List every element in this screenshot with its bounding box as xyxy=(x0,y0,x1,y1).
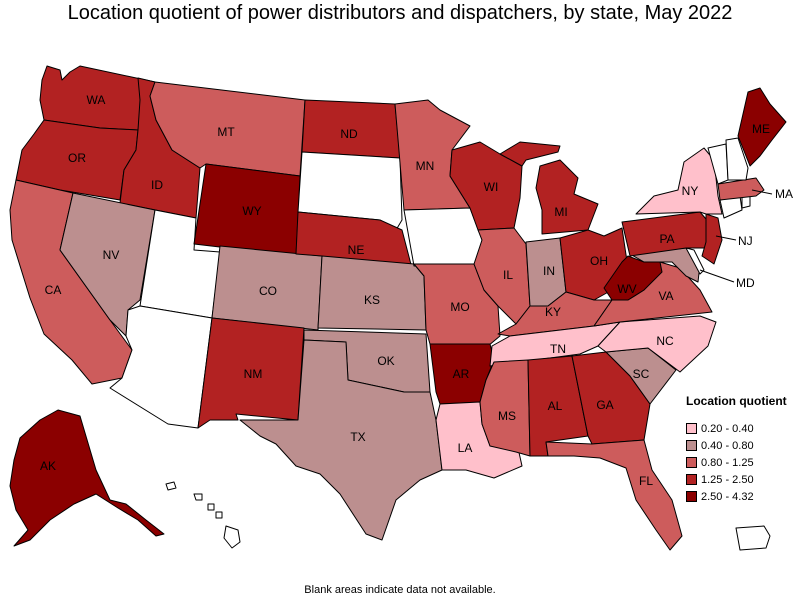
map-title: Location quotient of power distributors … xyxy=(67,2,733,24)
state-label-ky: KY xyxy=(545,305,561,319)
md-leader-line xyxy=(699,269,735,283)
legend-swatch xyxy=(686,474,697,485)
state-label-nm: NM xyxy=(244,367,263,381)
state-label-ca: CA xyxy=(45,283,62,297)
legend-label: 1.25 - 2.50 xyxy=(701,473,754,486)
legend-item: 0.80 - 1.25 xyxy=(686,454,800,471)
state-tx[interactable] xyxy=(239,339,443,541)
state-label-nc: NC xyxy=(656,334,674,348)
legend-label: 0.80 - 1.25 xyxy=(701,456,754,469)
state-hi[interactable] xyxy=(165,481,241,549)
state-il[interactable] xyxy=(473,227,531,325)
state-label-tx: TX xyxy=(350,430,365,444)
state-label-in: IN xyxy=(543,264,555,278)
state-label-va: VA xyxy=(658,289,673,303)
legend-swatch xyxy=(686,423,697,434)
state-label-ma: MA xyxy=(775,187,793,201)
state-ak[interactable] xyxy=(9,409,165,547)
state-wi[interactable] xyxy=(449,141,523,231)
state-fl[interactable] xyxy=(545,439,683,551)
state-label-ms: MS xyxy=(498,409,516,423)
legend: Location quotient 0.20 - 0.40 0.40 - 0.8… xyxy=(686,394,800,505)
legend-item: 2.50 - 4.32 xyxy=(686,488,800,505)
state-label-nj: NJ xyxy=(738,234,753,248)
state-wv[interactable] xyxy=(603,255,663,301)
state-label-fl: FL xyxy=(639,474,653,488)
state-ny[interactable] xyxy=(635,147,723,215)
state-label-ga: GA xyxy=(596,398,613,412)
state-label-tn: TN xyxy=(550,342,566,356)
state-label-me: ME xyxy=(752,122,770,136)
state-label-wi: WI xyxy=(484,180,499,194)
legend-swatch xyxy=(686,440,697,451)
state-nh[interactable] xyxy=(725,137,749,181)
footnote: Blank areas indicate data not available. xyxy=(304,584,496,596)
state-ma[interactable] xyxy=(717,177,765,201)
state-mi[interactable] xyxy=(499,141,599,235)
ma-leader-line xyxy=(751,189,773,195)
legend-label: 0.20 - 0.40 xyxy=(701,422,754,435)
state-label-pa: PA xyxy=(659,232,674,246)
state-label-oh: OH xyxy=(590,254,608,268)
state-label-la: LA xyxy=(458,441,473,455)
state-label-al: AL xyxy=(548,399,563,413)
state-label-il: IL xyxy=(503,268,513,282)
state-label-wa: WA xyxy=(87,93,106,107)
state-me[interactable] xyxy=(737,87,787,167)
state-label-mn: MN xyxy=(416,159,435,173)
state-nm[interactable] xyxy=(197,317,305,429)
state-label-mo: MO xyxy=(450,300,469,314)
state-label-nv: NV xyxy=(103,248,120,262)
state-label-mt: MT xyxy=(217,125,235,139)
state-label-co: CO xyxy=(259,284,277,298)
state-label-ak: AK xyxy=(40,459,56,473)
nj-leader-line xyxy=(715,235,737,241)
state-label-ar: AR xyxy=(453,367,470,381)
state-label-id: ID xyxy=(151,178,163,192)
legend-title: Location quotient xyxy=(686,394,787,408)
state-label-mi: MI xyxy=(554,205,567,219)
state-label-md: MD xyxy=(736,276,755,290)
legend-item: 0.20 - 0.40 xyxy=(686,420,800,437)
state-label-sc: SC xyxy=(633,367,650,381)
legend-swatch xyxy=(686,457,697,468)
state-label-wv: WV xyxy=(617,282,636,296)
state-nc[interactable] xyxy=(597,315,717,373)
state-pr[interactable] xyxy=(735,525,771,551)
state-label-ok: OK xyxy=(377,354,394,368)
state-label-ne: NE xyxy=(348,243,365,257)
state-label-nd: ND xyxy=(340,127,358,141)
state-nj[interactable] xyxy=(701,213,723,265)
state-de[interactable] xyxy=(685,247,705,275)
legend-swatch xyxy=(686,491,697,502)
state-label-ny: NY xyxy=(682,184,699,198)
legend-label: 0.40 - 0.80 xyxy=(701,439,754,452)
state-label-wy: WY xyxy=(242,204,261,218)
state-ia[interactable] xyxy=(403,207,483,267)
state-label-or: OR xyxy=(68,151,86,165)
legend-label: 2.50 - 4.32 xyxy=(701,490,754,503)
legend-item: 1.25 - 2.50 xyxy=(686,471,800,488)
state-label-ks: KS xyxy=(364,293,380,307)
legend-item: 0.40 - 0.80 xyxy=(686,437,800,454)
